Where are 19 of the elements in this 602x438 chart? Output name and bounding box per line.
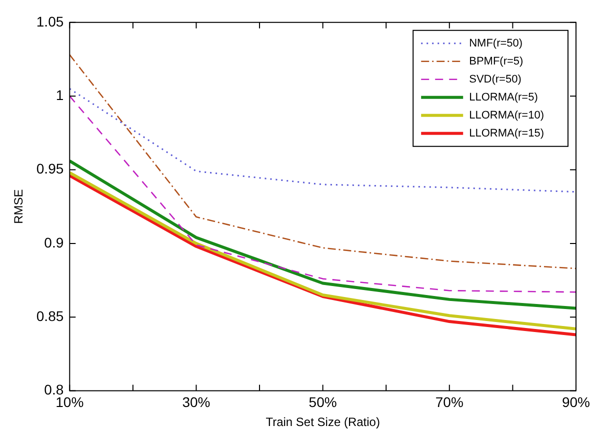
x-tick-label: 70%	[435, 394, 464, 410]
legend-label: LLORMA(r=10)	[469, 109, 544, 122]
y-tick-label: 0.85	[36, 308, 64, 324]
legend-label: BPMF(r=5)	[469, 55, 524, 68]
x-tick-label: 30%	[182, 394, 210, 410]
line-series	[70, 54, 576, 270]
y-axis-title: RMSE	[12, 189, 26, 224]
legend-label: LLORMA(r=5)	[469, 91, 538, 104]
y-tick-label: 1.05	[36, 13, 64, 30]
y-tick-label: 0.95	[36, 160, 64, 177]
x-axis-title: Train Set Size (Ratio)	[266, 415, 380, 430]
line-series	[70, 88, 576, 193]
x-tick-label: 90%	[562, 394, 590, 410]
x-tick-label: 50%	[308, 394, 337, 410]
legend-label: LLORMA(r=15)	[469, 127, 544, 140]
y-tick-label: 1	[56, 86, 64, 103]
legend-label: SVD(r=50)	[469, 73, 522, 86]
y-tick-label: 0.9	[44, 234, 64, 250]
legend-label: NMF(r=50)	[469, 37, 523, 50]
